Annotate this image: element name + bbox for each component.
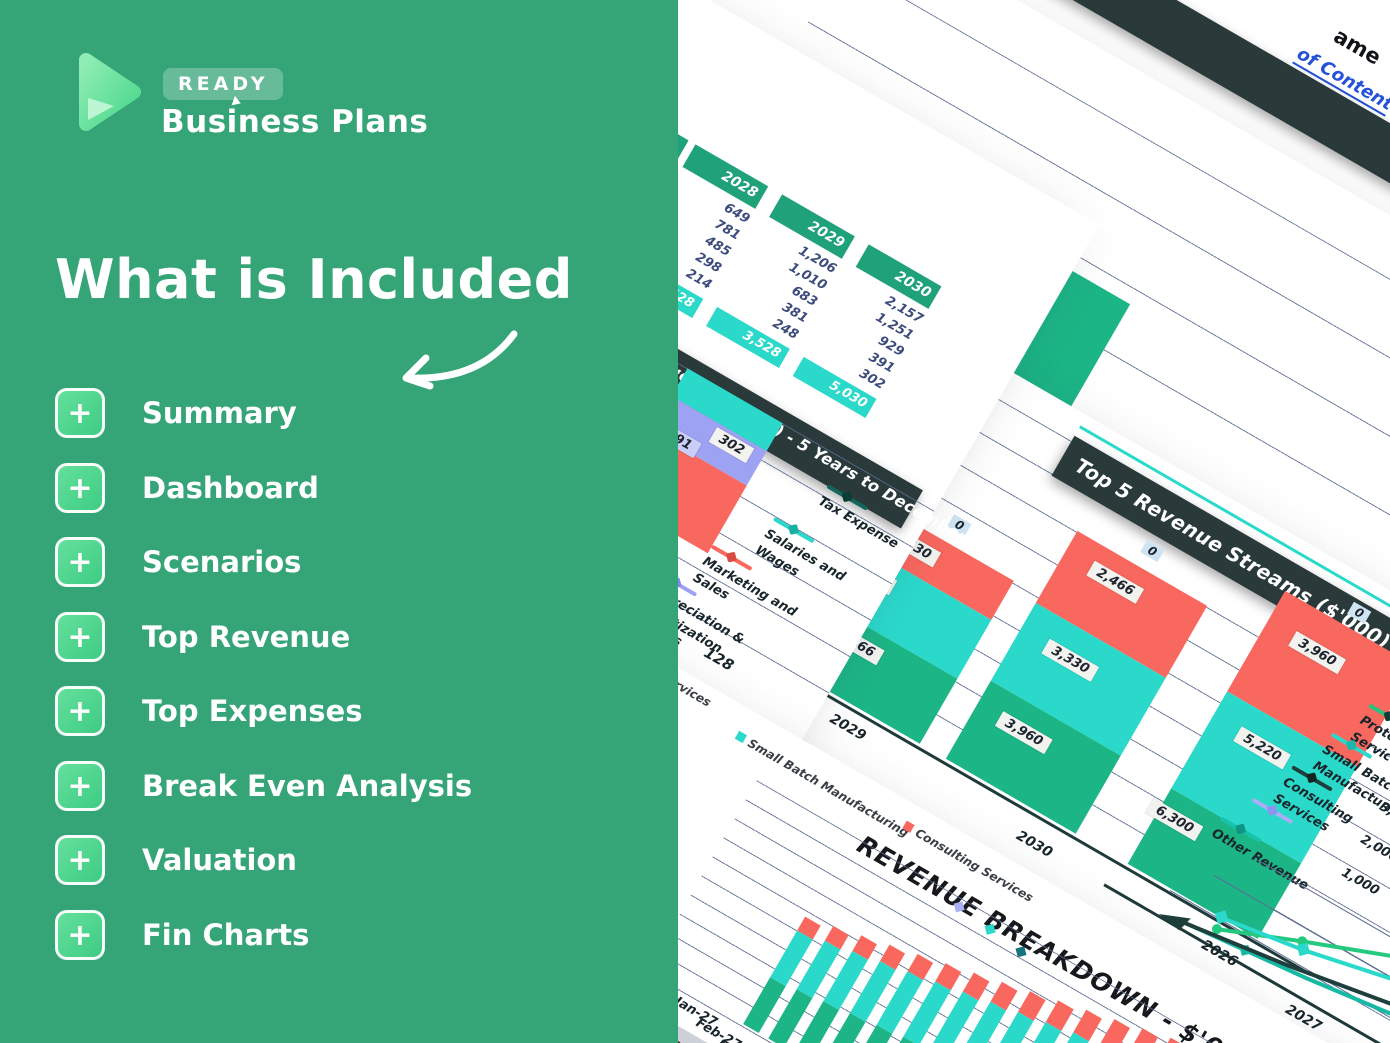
play-logo-icon [79, 53, 141, 131]
list-item-top-revenue: Top Revenue [142, 620, 351, 654]
left-panel: READY Business Plans What is Included + … [0, 0, 678, 1043]
list-item-scenarios: Scenarios [142, 545, 302, 579]
list-item-valuation: Valuation [142, 843, 297, 877]
plus-button-fin-charts[interactable]: + [55, 910, 105, 960]
plus-button-scenarios[interactable]: + [55, 537, 105, 587]
list-item-summary: Summary [142, 396, 297, 430]
plus-button-break-even[interactable]: + [55, 761, 105, 811]
breakdown-segment-red [1156, 1037, 1187, 1043]
ready-badge: READY [163, 68, 284, 100]
line-chart [1103, 859, 1390, 1043]
list-item-fin-charts: Fin Charts [142, 918, 310, 952]
plus-button-dashboard[interactable]: + [55, 463, 105, 513]
plus-button-top-expenses[interactable]: + [55, 686, 105, 736]
plus-button-summary[interactable]: + [55, 388, 105, 438]
breakdown-segment-red [1128, 1028, 1159, 1043]
sheet-revenue-streams: Top 5 Revenue Streams ($'000) - 5 Yea 0 … [590, 290, 1390, 1043]
plus-button-top-revenue[interactable]: + [55, 612, 105, 662]
list-item-break-even: Break Even Analysis [142, 769, 473, 803]
breakdown-segment-red [1100, 1018, 1130, 1043]
curved-arrow-icon [402, 330, 518, 390]
plus-button-valuation[interactable]: + [55, 835, 105, 885]
brand-name: Business Plans [161, 104, 429, 140]
list-item-dashboard: Dashboard [142, 471, 319, 505]
page-title: What is Included [55, 248, 573, 311]
x-label-2030: 2030 [1013, 827, 1056, 862]
list-item-top-expenses: Top Expenses [142, 694, 363, 728]
